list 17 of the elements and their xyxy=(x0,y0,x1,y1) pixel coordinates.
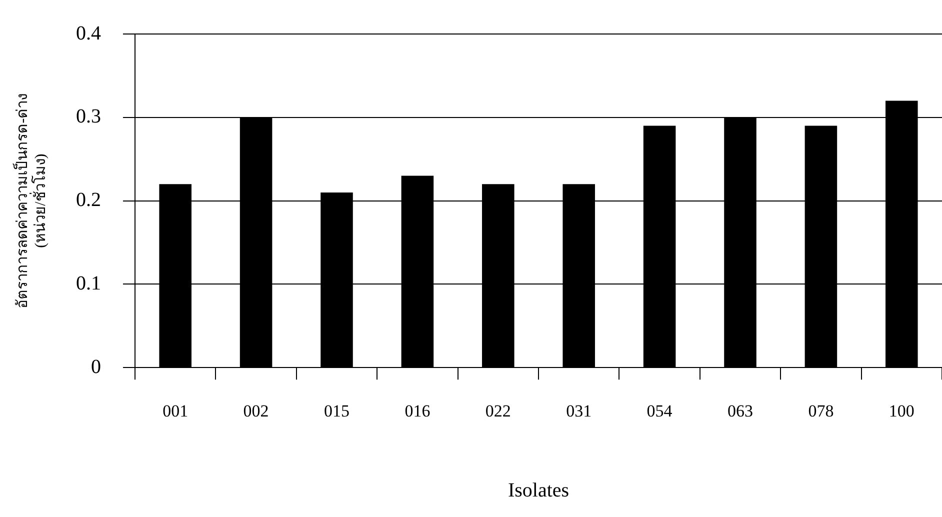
x-tick-label: 002 xyxy=(243,401,269,420)
x-tick-label: 063 xyxy=(728,401,753,420)
text: อัตราการลดค่าความเป็นกรด-ด่าง xyxy=(14,93,31,308)
y-tick-label: 0.3 xyxy=(76,106,101,128)
y-tick-label: 0.1 xyxy=(76,272,101,294)
x-tick-label: 054 xyxy=(646,401,673,420)
x-tick-label: 022 xyxy=(485,401,511,420)
x-tick-label: 100 xyxy=(888,401,914,420)
x-tick-label: 016 xyxy=(404,401,430,420)
x-tick-label: 015 xyxy=(324,401,350,420)
y-tick-label: 0.2 xyxy=(76,189,101,212)
y-tick-label: 0.4 xyxy=(76,22,101,44)
y-tick-label: 0 xyxy=(91,356,101,378)
x-tick-label: 078 xyxy=(808,401,834,420)
x-tick-label: 031 xyxy=(566,401,592,420)
x-axis-title: Isolates xyxy=(508,479,570,502)
x-tick-label: 001 xyxy=(162,401,188,420)
